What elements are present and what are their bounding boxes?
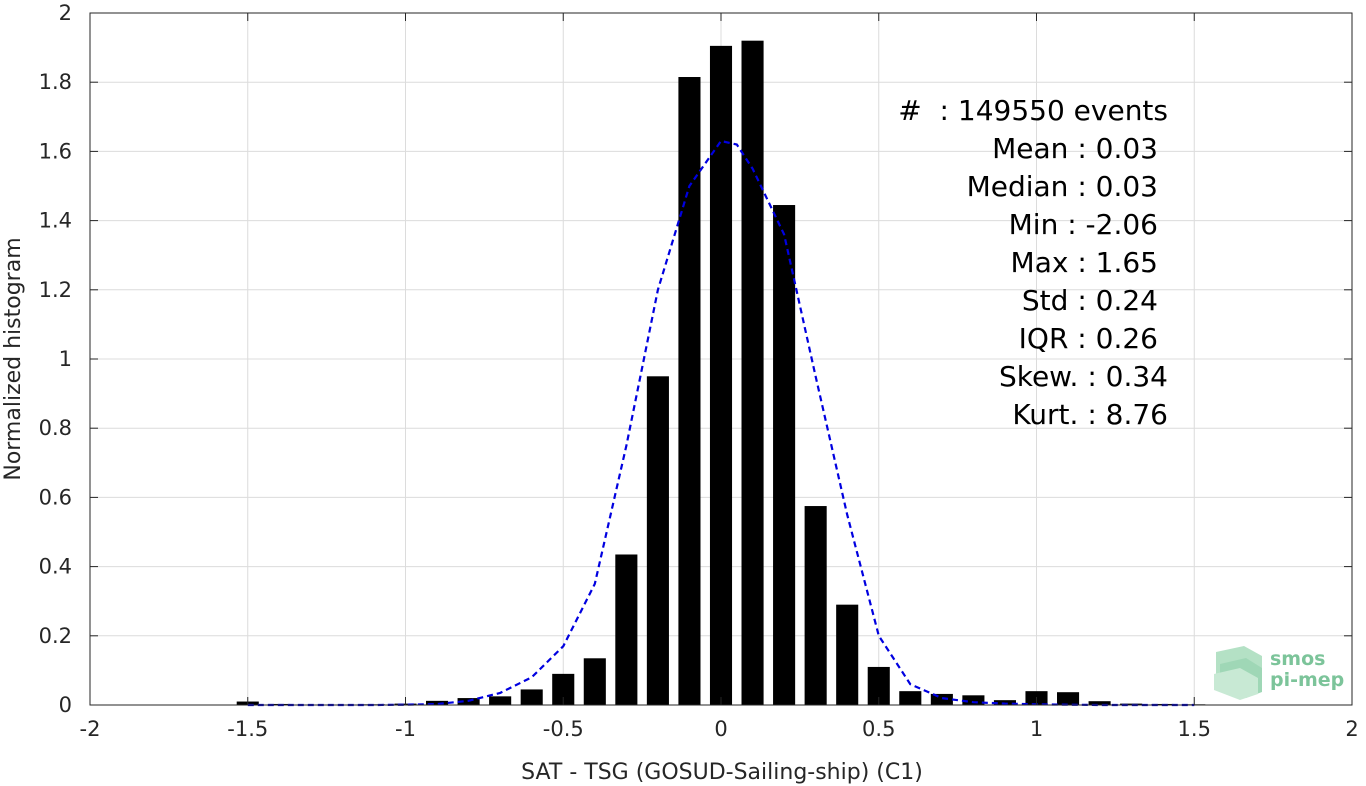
y-tick-label: 1.6 — [39, 139, 72, 163]
histogram-bar — [615, 554, 638, 705]
histogram-bar — [899, 691, 922, 705]
stat-iqr: IQR : 0.26 — [1019, 322, 1158, 355]
histogram-bars — [236, 40, 1206, 706]
x-tick-label: -0.5 — [543, 717, 584, 741]
y-axis-ticks: 0 0.2 0.4 0.6 0.8 1 1.2 1.4 1.6 1.8 2 — [39, 1, 1352, 717]
y-tick-label: 1.2 — [39, 278, 72, 302]
statistics-annotation: # : 149550 events Mean : 0.03 Median : 0… — [898, 94, 1168, 431]
histogram-bar — [867, 666, 890, 705]
x-tick-label: 2 — [1345, 717, 1358, 741]
histogram-bar — [489, 696, 512, 705]
histogram-bar — [646, 376, 669, 705]
y-tick-label: 0.2 — [39, 624, 72, 648]
y-tick-label: 0.8 — [39, 416, 72, 440]
logo-stack-icon — [1214, 646, 1262, 700]
histogram-bar — [804, 506, 827, 705]
histogram-bar — [836, 604, 859, 705]
histogram-bar — [1088, 701, 1111, 705]
histogram-bar — [930, 693, 953, 705]
stat-kurtosis: Kurt. : 8.76 — [1012, 398, 1168, 431]
stat-median: Median : 0.03 — [967, 170, 1158, 203]
x-tick-label: -2 — [80, 717, 101, 741]
y-tick-label: 2 — [59, 1, 72, 25]
histogram-bar — [583, 658, 606, 705]
smos-pi-mep-logo: smos pi-mep — [1214, 646, 1344, 700]
x-axis-label: SAT - TSG (GOSUD-Sailing-ship) (C1) — [521, 760, 923, 785]
x-axis-ticks: -2 -1.5 -1 -0.5 0 0.5 1 1.5 2 — [80, 13, 1359, 741]
stat-max: Max : 1.65 — [1011, 246, 1158, 279]
y-tick-label: 0 — [59, 693, 72, 717]
logo-text-pi-mep: pi-mep — [1270, 669, 1344, 691]
y-tick-label: 1.4 — [39, 209, 72, 233]
histogram-bar — [520, 689, 543, 705]
y-tick-label: 1.8 — [39, 70, 72, 94]
x-tick-label: 0 — [714, 717, 727, 741]
stat-mean: Mean : 0.03 — [992, 132, 1158, 165]
stat-min: Min : -2.06 — [1009, 208, 1158, 241]
histogram-bar — [1057, 692, 1080, 705]
histogram-bar — [678, 77, 701, 705]
y-tick-label: 0.4 — [39, 555, 72, 579]
x-tick-label: -1 — [395, 717, 416, 741]
histogram-bar — [709, 45, 733, 706]
x-tick-label: 0.5 — [862, 717, 895, 741]
y-tick-label: 0.6 — [39, 485, 72, 509]
stat-count: # : 149550 events — [898, 94, 1168, 127]
histogram-bar — [1120, 703, 1143, 705]
histogram-bar — [552, 673, 575, 705]
x-tick-label: 1 — [1030, 717, 1043, 741]
histogram-bar — [741, 40, 764, 706]
x-tick-label: 1.5 — [1178, 717, 1211, 741]
y-tick-label: 1 — [59, 347, 72, 371]
histogram-bar — [426, 700, 449, 705]
x-tick-label: -1.5 — [227, 717, 268, 741]
y-axis-label: Normalized histogram — [1, 237, 26, 480]
histogram-bar — [773, 205, 796, 705]
stat-std: Std : 0.24 — [1022, 284, 1158, 317]
logo-text-smos: smos — [1270, 648, 1325, 670]
stat-skewness: Skew. : 0.34 — [999, 360, 1168, 393]
histogram-bar — [962, 695, 985, 705]
